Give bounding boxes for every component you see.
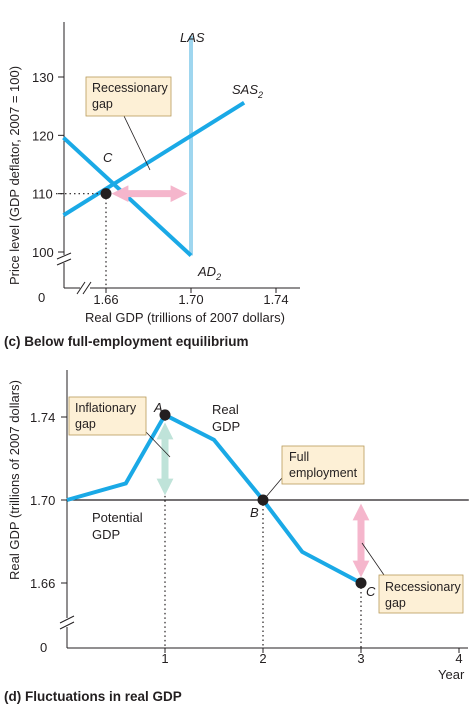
panel-c-gap-leader	[123, 115, 151, 171]
panel-d-y-axis-label: Real GDP (trillions of 2007 dollars)	[7, 380, 22, 580]
panel-c-y-axis-break	[56, 252, 72, 266]
sas2-label: SAS2	[232, 82, 263, 100]
ad2-label: AD2	[197, 264, 221, 282]
real-gdp-label-line2: GDP	[212, 419, 240, 434]
panel-c-caption: (c) Below full-employment equilibrium	[4, 334, 249, 349]
panel-d-x-tick-label: 4	[455, 651, 462, 666]
sas2-curve	[62, 100, 246, 217]
inflationary-gap-label-box	[68, 396, 147, 436]
panel-c-y-tick-label: 120	[32, 128, 54, 143]
panel-c-gap-label-line2: gap	[92, 97, 113, 111]
potential-gdp-label-line2: GDP	[92, 527, 120, 542]
panel-d-y-ticks: 1.66 1.70 1.74	[30, 410, 67, 591]
panel-c-y-tick-label: 130	[32, 70, 54, 85]
las-label: LAS	[180, 30, 205, 45]
full-employment-label-line1: Full	[289, 450, 309, 464]
panel-d-x-axis-label: Year	[438, 667, 465, 682]
panel-c-y-tick-label: 110	[32, 187, 53, 202]
panel-d-x-tick-label: 1	[161, 651, 168, 666]
panel-d-recessionary-gap-label-line2: gap	[385, 596, 406, 610]
panel-c-x-ticks: 1.66 1.70 1.74	[93, 288, 289, 307]
panel-d-points	[159, 409, 367, 589]
panel-c-x-axis-break	[76, 281, 92, 295]
panel-d-y-axis-break	[59, 615, 75, 630]
panel-c-x-tick-label: 1.70	[178, 292, 203, 307]
inflationary-gap-label-line1: Inflationary	[75, 401, 137, 415]
panel-c-x-axis-label: Real GDP (trillions of 2007 dollars)	[85, 310, 285, 325]
panel-d-caption: (d) Fluctuations in real GDP	[4, 689, 182, 704]
panel-c: 0 100 110 120 130 1.66 1.70 1.74 Price level …	[4, 22, 300, 349]
panel-c-x-tick-label: 1.74	[263, 292, 288, 307]
real-gdp-line	[66, 412, 362, 585]
panel-d-recessionary-gap-leader	[361, 542, 385, 576]
full-employment-label-line2: employment	[289, 466, 358, 480]
panel-d-point-c	[355, 577, 367, 589]
panel-d-point-b-label: B	[250, 505, 259, 520]
panel-d-year-guides	[164, 414, 362, 648]
real-gdp-label-line1: Real	[212, 402, 239, 417]
panel-c-gap-label-line1: Recessionary	[92, 81, 168, 95]
panel-c-y-tick-label: 100	[32, 245, 54, 260]
panel-c-origin-label: 0	[38, 290, 45, 305]
panel-d: 0 1.66 1.70 1.74 1 2 3 4 Real GDP (trillions …	[4, 370, 469, 704]
inflationary-gap-label-line2: gap	[75, 417, 96, 431]
potential-gdp-label-line1: Potential	[92, 510, 143, 525]
panel-d-x-ticks: 1 2 3 4	[161, 648, 463, 666]
panel-c-point-c	[100, 188, 112, 200]
panel-d-x-tick-label: 3	[357, 651, 364, 666]
panel-c-x-tick-label: 1.66	[93, 292, 118, 307]
panel-d-y-tick-label: 1.66	[30, 576, 55, 591]
panel-d-point-c-label: C	[366, 584, 376, 599]
full-employment-leader	[265, 477, 283, 498]
panel-c-gap-label-box	[85, 76, 172, 117]
full-employment-label-box	[281, 445, 365, 485]
panel-d-origin-label: 0	[40, 640, 47, 655]
panel-d-recessionary-gap-label-line1: Recessionary	[385, 580, 461, 594]
panel-d-point-b	[257, 494, 269, 506]
panel-d-point-a	[159, 409, 171, 421]
panel-d-y-tick-label: 1.74	[30, 410, 55, 425]
panel-d-recessionary-gap-label-box	[378, 574, 464, 614]
panel-d-x-tick-label: 2	[259, 651, 266, 666]
panel-c-point-c-label: C	[103, 150, 113, 165]
panel-c-y-axis-label: Price level (GDP deflator, 2007 = 100)	[7, 66, 22, 285]
inflationary-gap-leader	[145, 431, 171, 458]
panel-c-y-ticks: 100 110 120 130	[32, 70, 64, 260]
panel-d-point-a-label: A	[153, 400, 163, 415]
panel-d-y-tick-label: 1.70	[30, 493, 55, 508]
